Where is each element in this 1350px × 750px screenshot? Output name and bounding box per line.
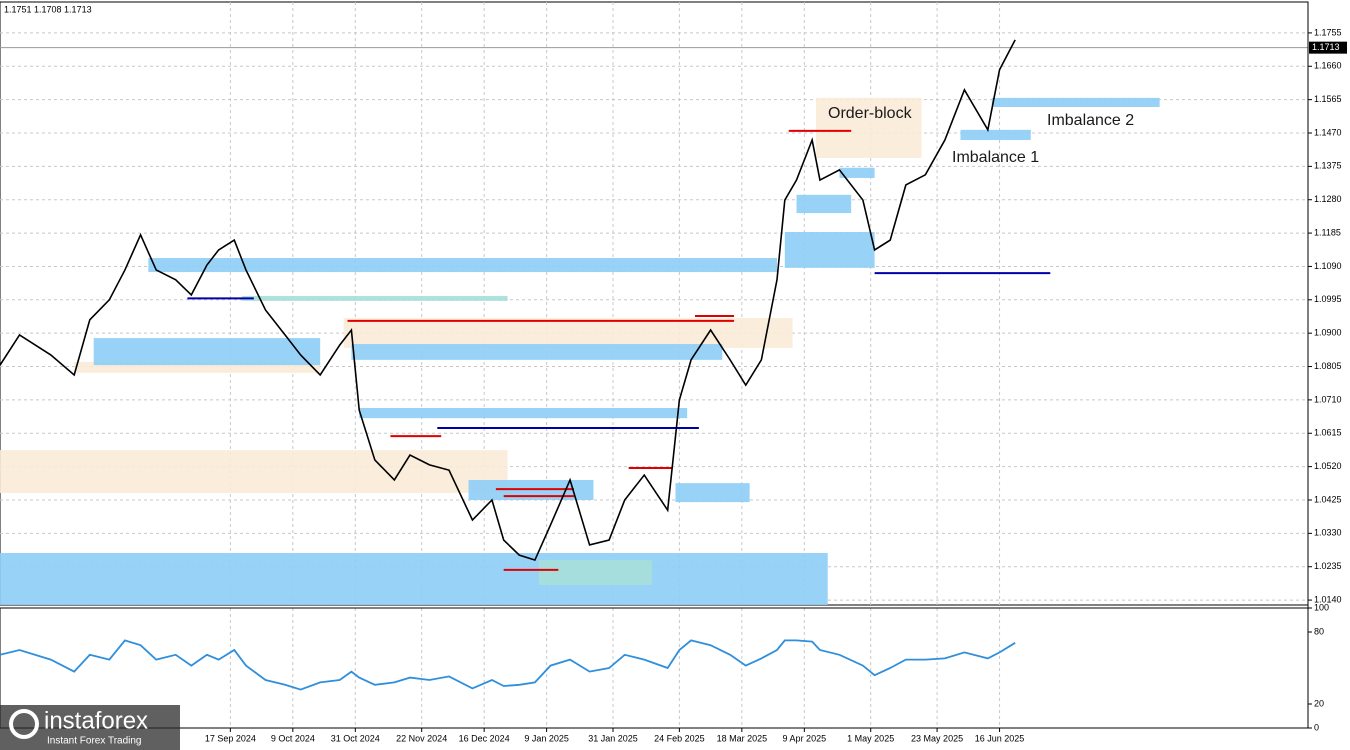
watermark: instaforex Instant Forex Trading — [0, 705, 180, 750]
zone — [991, 97, 1160, 108]
y-tick-label: 1.1660 — [1314, 61, 1342, 71]
y-tick-label: 1.0330 — [1314, 528, 1342, 538]
x-tick-label: 16 Dec 2024 — [459, 733, 510, 743]
y-tick-label: 1.0900 — [1314, 328, 1342, 338]
zone — [960, 129, 1031, 141]
y-tick-label: 80 — [1314, 626, 1324, 636]
zone — [242, 295, 508, 301]
zone — [359, 407, 688, 419]
current-price-label: 1.1713 — [1312, 42, 1340, 52]
x-tick-label: 9 Apr 2025 — [783, 733, 827, 743]
annotation: Order-block — [828, 105, 913, 122]
y-tick-label: 0 — [1314, 722, 1319, 732]
y-tick-label: 1.1470 — [1314, 127, 1342, 137]
zone — [796, 194, 852, 214]
x-tick-label: 17 Sep 2024 — [205, 733, 256, 743]
x-tick-label: 18 Mar 2025 — [717, 733, 768, 743]
zone — [784, 232, 875, 268]
zone — [675, 483, 750, 503]
zone — [148, 258, 777, 273]
annotation: Imbalance 2 — [1047, 112, 1134, 129]
y-tick-label: 1.1755 — [1314, 27, 1342, 37]
x-tick-label: 9 Oct 2024 — [271, 733, 315, 743]
x-tick-label: 16 Jun 2025 — [975, 733, 1025, 743]
y-tick-label: 1.0710 — [1314, 394, 1342, 404]
x-tick-label: 31 Jan 2025 — [588, 733, 638, 743]
x-tick-label: 23 May 2025 — [911, 733, 963, 743]
zone — [343, 318, 793, 348]
y-tick-label: 1.1565 — [1314, 94, 1342, 104]
ohlc-header: 1.1751 1.1708 1.1713 — [4, 4, 92, 14]
annotation: Imbalance 1 — [952, 149, 1039, 166]
zone — [538, 560, 653, 585]
zone — [93, 338, 321, 366]
x-tick-label: 24 Feb 2025 — [654, 733, 705, 743]
series-line — [0, 39, 1016, 562]
y-tick-label: 1.0140 — [1314, 594, 1342, 604]
x-tick-label: 22 Nov 2024 — [396, 733, 447, 743]
watermark-brand: instaforex — [44, 707, 148, 734]
current-price-box — [1309, 41, 1347, 54]
y-tick-label: 1.0995 — [1314, 294, 1342, 304]
y-tick-label: 1.0805 — [1314, 361, 1342, 371]
y-tick-label: 1.1280 — [1314, 194, 1342, 204]
x-tick-label: 31 Oct 2024 — [331, 733, 380, 743]
x-tick-label: 9 Jan 2025 — [524, 733, 569, 743]
zone — [74, 361, 321, 373]
zone — [816, 97, 922, 158]
y-tick-label: 1.1375 — [1314, 161, 1342, 171]
watermark-logo — [9, 709, 39, 739]
watermark-tagline: Instant Forex Trading — [47, 736, 142, 747]
y-tick-label: 100 — [1314, 602, 1329, 612]
y-tick-label: 1.1185 — [1314, 227, 1341, 237]
zone — [839, 167, 875, 178]
y-tick-label: 1.0520 — [1314, 461, 1342, 471]
zone — [351, 344, 723, 360]
zone — [0, 450, 508, 493]
x-tick-label: 1 May 2025 — [847, 733, 894, 743]
y-tick-label: 1.0425 — [1314, 494, 1342, 504]
y-tick-label: 1.1090 — [1314, 261, 1342, 271]
y-tick-label: 1.0615 — [1314, 428, 1342, 438]
y-tick-label: 20 — [1314, 698, 1324, 708]
y-tick-label: 1.0235 — [1314, 561, 1342, 571]
series-line — [0, 639, 1016, 691]
zone — [0, 553, 828, 605]
